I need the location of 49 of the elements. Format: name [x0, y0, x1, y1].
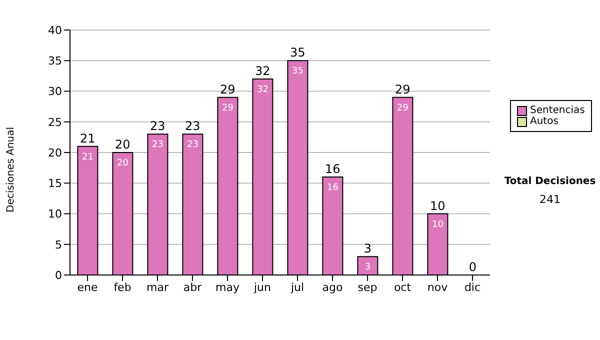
y-tick-label: 20 [48, 146, 62, 160]
data-label: 29 [222, 103, 234, 114]
y-tick-label: 0 [55, 268, 62, 282]
x-tick-label: abr [183, 280, 202, 294]
x-tick-label: feb [114, 280, 132, 294]
y-tick-label: 40 [48, 24, 62, 37]
total-label: 32 [255, 64, 270, 78]
data-label: 16 [326, 183, 339, 193]
x-tick-label: oct [394, 280, 412, 294]
total-label: 21 [80, 131, 96, 146]
data-label: 32 [256, 85, 268, 95]
y-tick-label: 30 [48, 85, 62, 98]
total-label: 16 [325, 162, 340, 176]
total-label: 3 [364, 242, 372, 256]
x-tick-label: sep [358, 280, 378, 294]
y-tick-label: 15 [48, 177, 62, 190]
y-axis-title: Decisiones Anual [6, 126, 17, 212]
total-label: 10 [430, 198, 446, 213]
text: 241 [538, 193, 562, 206]
y-tick-label: 5 [55, 238, 62, 252]
x-tick-label: may [216, 280, 240, 294]
x-tick-label: jul [290, 280, 304, 294]
x-tick-label: ene [77, 280, 98, 294]
total-label: 23 [185, 119, 200, 134]
x-tick-label: mar [146, 280, 169, 294]
x-tick-label: ago [322, 280, 343, 294]
data-label: 10 [432, 220, 444, 230]
data-label: 20 [116, 158, 129, 168]
data-label: 3 [364, 262, 371, 273]
y-tick-label: 25 [48, 116, 62, 129]
total-label: 20 [115, 138, 130, 152]
data-label: 21 [82, 152, 94, 162]
x-tick-label: dic [464, 280, 481, 294]
total-label: 29 [395, 82, 410, 96]
legend-label: Sentencias [530, 105, 585, 116]
data-label: 23 [152, 140, 164, 150]
legend-label: Autos [530, 116, 558, 127]
text: Total Decisiones [503, 176, 597, 187]
x-tick-label: jun [253, 280, 272, 294]
total-label: 35 [290, 46, 306, 60]
total-label: 0 [468, 260, 477, 274]
total-label: 23 [150, 119, 166, 134]
y-tick-label: 35 [48, 54, 62, 68]
y-tick-label: 10 [48, 208, 62, 221]
data-label: 23 [186, 140, 198, 150]
x-tick-label: nov [427, 280, 448, 294]
data-label: 29 [396, 103, 409, 114]
data-label: 35 [292, 66, 304, 77]
total-label: 29 [220, 82, 236, 96]
